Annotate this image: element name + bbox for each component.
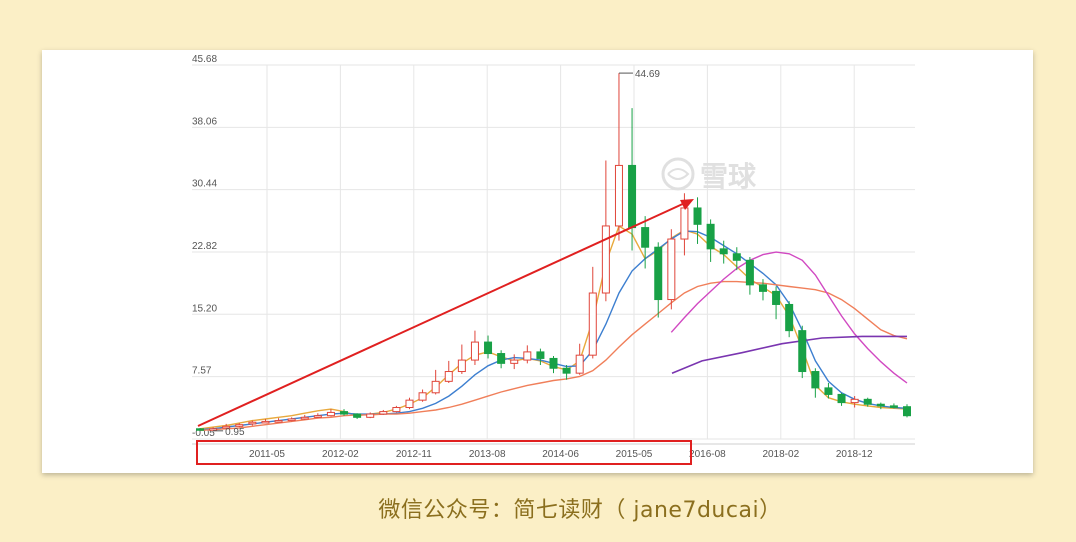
candle-body — [903, 406, 911, 417]
highlight-box — [196, 440, 692, 465]
candle-body — [850, 398, 859, 404]
candle-body — [261, 420, 270, 424]
candle-body — [300, 416, 309, 420]
y-tick-label: 22.82 — [192, 241, 217, 252]
candle-body — [575, 354, 584, 374]
x-tick-label: 2015-05 — [616, 449, 653, 460]
low-label: 0.95 — [225, 427, 245, 438]
candle-body — [353, 413, 362, 418]
ma-line-long — [671, 335, 907, 374]
chart-card: 45.68 38.06 30.44 22.82 15.20 7.57 -0.05 2011-… — [42, 50, 1033, 473]
candle-body — [601, 225, 610, 294]
candle-body — [745, 259, 754, 286]
y-tick-label: 38.06 — [192, 116, 217, 127]
y-tick-label: -0.05 — [192, 428, 215, 439]
watermark-text: 雪球 — [700, 160, 757, 193]
candle-body — [824, 387, 833, 395]
x-tick-label: 2012-02 — [322, 449, 359, 460]
candle-body — [719, 248, 728, 255]
ma-line — [670, 251, 908, 384]
candles — [196, 73, 911, 431]
x-tick-label: 2014-06 — [542, 449, 579, 460]
candle-body — [654, 246, 663, 301]
candle-body — [457, 359, 466, 373]
x-axis-ticks: 2011-05 2012-02 2012-11 2013-08 2014-06 2015-… — [249, 449, 873, 460]
candle-body — [484, 341, 493, 355]
moving-average-lines — [199, 224, 908, 432]
candle-body — [562, 367, 571, 374]
candle-body — [758, 284, 767, 292]
trend-arrow-line — [197, 201, 688, 427]
candle-body — [889, 405, 898, 408]
x-tick-label: 2011-05 — [249, 449, 285, 460]
candle-body — [274, 420, 283, 423]
candle-body — [837, 393, 846, 404]
x-tick-label: 2012-11 — [396, 449, 432, 460]
annotations: 44.69 0.95 — [213, 69, 660, 438]
candle-body — [798, 330, 807, 373]
x-tick-label: 2016-08 — [689, 449, 726, 460]
caption: 微信公众号：简七读财（ jane7ducai） — [378, 498, 782, 523]
candle-body — [732, 253, 741, 261]
candle-body — [772, 290, 781, 305]
candle-body — [549, 357, 558, 369]
trend-arrow-head — [680, 199, 694, 210]
candle-body — [667, 238, 676, 301]
candle-body — [326, 411, 335, 417]
y-tick-label: 15.20 — [192, 303, 217, 314]
red-overlay — [196, 199, 694, 465]
candle-body — [379, 411, 388, 415]
candle-body — [444, 371, 453, 382]
candle-body — [588, 292, 597, 356]
candle-body — [614, 164, 623, 227]
candlestick-chart: 45.68 38.06 30.44 22.82 15.20 7.57 -0.05 2011-… — [192, 54, 915, 465]
candle-body — [785, 303, 794, 332]
candle-body — [431, 380, 440, 394]
candle-body — [405, 399, 414, 409]
candle-body — [523, 351, 532, 361]
candle-body — [287, 418, 296, 422]
y-axis-ticks: 45.68 38.06 30.44 22.82 15.20 7.57 -0.05 — [192, 54, 217, 439]
xueqiu-logo-icon — [661, 157, 695, 191]
candle-body — [418, 392, 427, 401]
xueqiu-watermark: 雪球 — [661, 157, 757, 193]
y-tick-label: 7.57 — [192, 366, 212, 377]
candle-body — [510, 359, 519, 364]
candle-body — [392, 407, 401, 413]
x-tick-label: 2018-12 — [836, 449, 873, 460]
candle-body — [470, 341, 479, 361]
x-tick-label: 2013-08 — [469, 449, 506, 460]
y-tick-label: 45.68 — [192, 54, 217, 65]
high-label: 44.69 — [635, 69, 660, 80]
y-tick-label: 30.44 — [192, 179, 217, 190]
candle-body — [628, 164, 637, 229]
candle-body — [196, 428, 204, 431]
candle-body — [235, 424, 244, 427]
candle-body — [497, 353, 506, 364]
candle-body — [706, 223, 715, 250]
candle-body — [536, 351, 545, 359]
candle-body — [693, 207, 702, 225]
candle-body — [248, 421, 257, 425]
x-tick-label: 2018-02 — [762, 449, 799, 460]
grid-lines — [192, 64, 915, 445]
candle-body — [366, 413, 375, 418]
candle-body — [641, 227, 650, 248]
candle-body — [340, 411, 349, 415]
candle-body — [313, 415, 322, 418]
candle-body — [876, 403, 885, 407]
candle-body — [222, 425, 231, 429]
candle-body — [863, 398, 872, 405]
candle-body — [680, 207, 689, 240]
candle-body — [209, 428, 218, 431]
candle-body — [811, 371, 820, 389]
